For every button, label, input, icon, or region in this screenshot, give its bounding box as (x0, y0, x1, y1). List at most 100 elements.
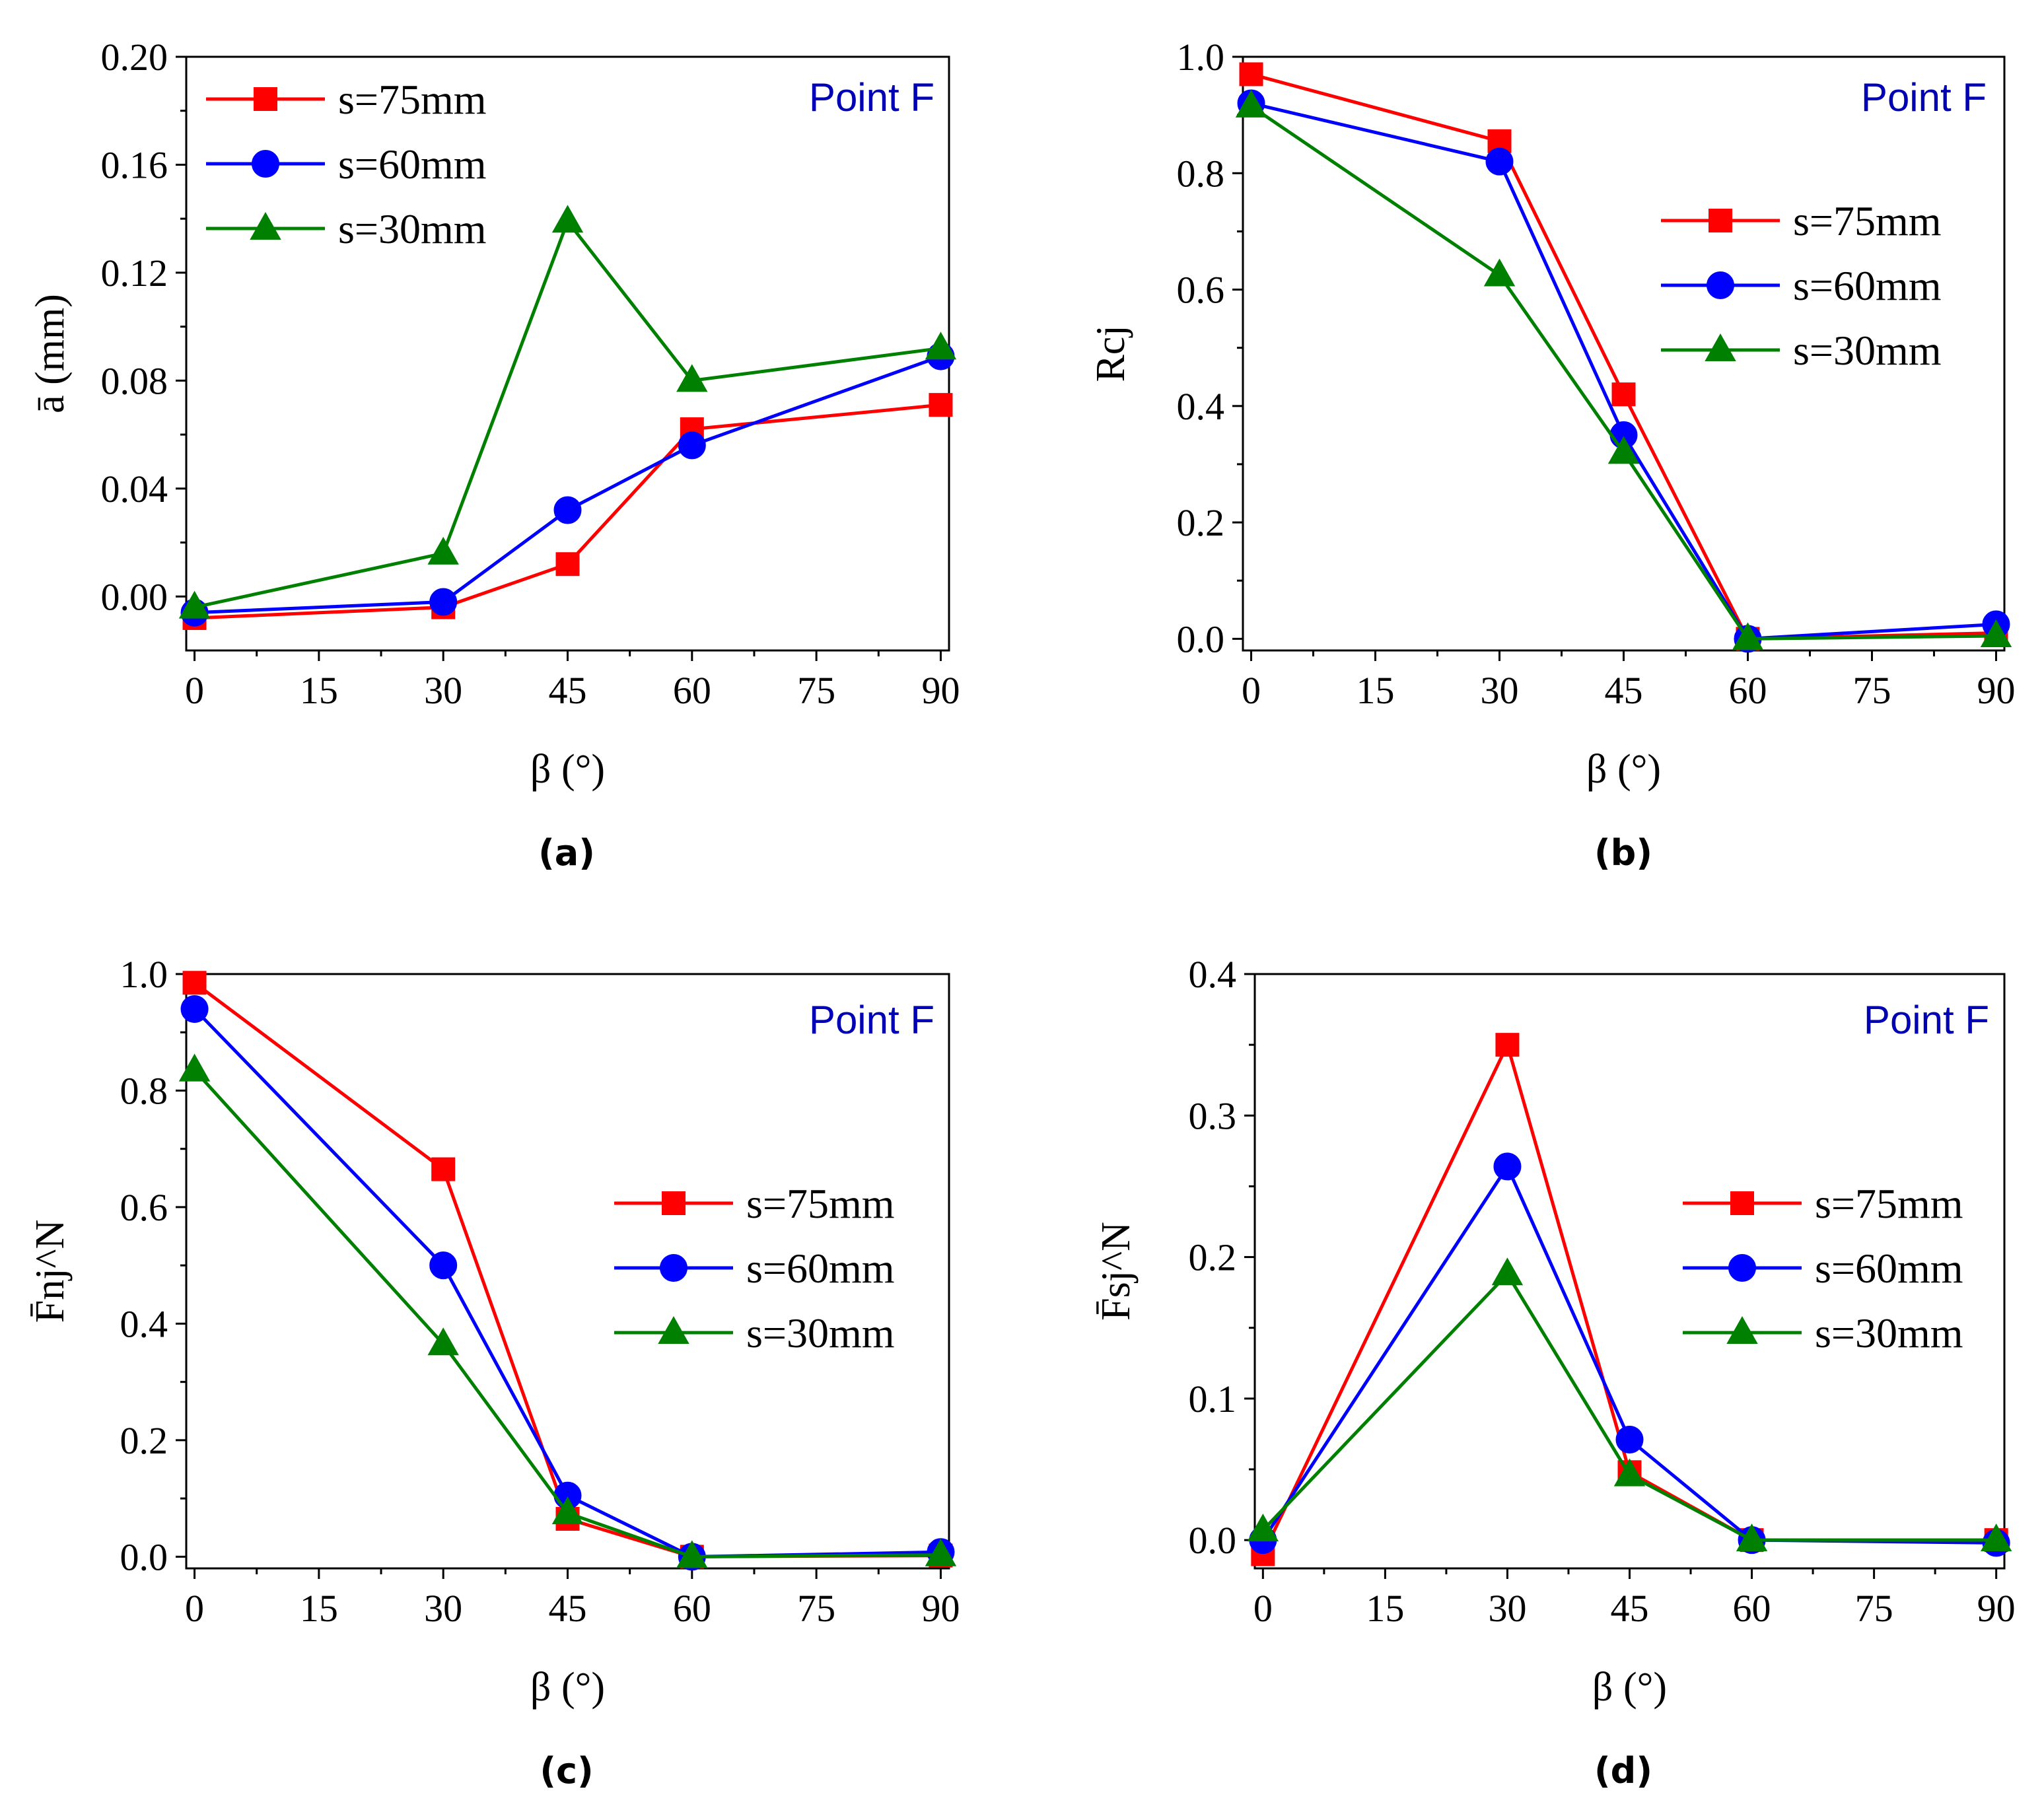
legend-marker (1728, 1254, 1756, 1282)
x-tick-label: 90 (921, 1587, 960, 1630)
y-axis-label: F̄sj^N (1094, 1222, 1139, 1321)
series-s30 (178, 1053, 957, 1568)
series-s30 (178, 205, 957, 619)
legend-label: s=30mm (338, 205, 487, 252)
y-tick-label: 0.04 (101, 468, 168, 510)
y-tick-label: 0.2 (1189, 1236, 1237, 1279)
legend-marker (1709, 209, 1732, 232)
panel-caption: (c) (540, 1750, 593, 1792)
data-point (1485, 147, 1514, 176)
data-point (1491, 1257, 1524, 1286)
legend: s=75mm s=60mm s=30mm (1683, 1180, 1963, 1356)
y-tick-label: 0.2 (120, 1419, 168, 1462)
legend-label: s=75mm (338, 76, 487, 123)
x-tick-label: 90 (1977, 669, 2015, 712)
x-axis-label: β (°) (1592, 1665, 1667, 1710)
data-point (1980, 619, 2012, 647)
x-tick-label: 75 (797, 1587, 835, 1630)
y-tick-label: 0.8 (120, 1069, 168, 1112)
legend: s=75mm s=60mm s=30mm (614, 1180, 895, 1356)
legend: s=75mm s=60mm s=30mm (206, 76, 487, 252)
data-point (1607, 436, 1640, 464)
y-tick-label: 1.0 (120, 953, 168, 996)
y-axis-label: F̄nj^N (28, 1220, 73, 1323)
x-tick-label: 90 (1977, 1587, 2016, 1630)
data-point (1239, 62, 1263, 87)
y-tick-label: 0.3 (1189, 1094, 1237, 1137)
x-tick-label: 0 (1242, 669, 1261, 712)
x-tick-label: 15 (1357, 669, 1395, 712)
legend-marker (250, 211, 281, 240)
x-tick-label: 15 (1366, 1587, 1404, 1630)
data-point (1495, 1033, 1520, 1057)
x-tick-label: 15 (300, 669, 338, 712)
x-axis-label: β (°) (1586, 747, 1661, 792)
data-point (427, 536, 459, 565)
data-point (1493, 1152, 1522, 1181)
data-point (1235, 89, 1267, 118)
panel-a: 0 15 30 45 60 75 90 0.00 0.04 0.08 0.12 0.16 0.20 β (… (28, 36, 960, 874)
x-tick-label: 30 (424, 1587, 462, 1630)
y-tick-label: 1.0 (1177, 36, 1225, 79)
data-point (1247, 1514, 1279, 1542)
data-point (178, 590, 211, 619)
data-point (555, 552, 580, 577)
data-point (427, 1327, 459, 1356)
panel-caption: (b) (1594, 832, 1652, 874)
legend-marker (1726, 1315, 1758, 1344)
legend-marker (254, 87, 277, 111)
x-tick-label: 60 (673, 669, 711, 712)
legend-label: s=60mm (746, 1245, 895, 1292)
y-tick-label: 0.4 (120, 1302, 168, 1345)
y-tick-label: 0.4 (1177, 385, 1225, 428)
data-point (925, 332, 957, 360)
y-tick-label: 0.0 (120, 1535, 168, 1578)
y-tick-label: 0.00 (101, 575, 168, 618)
data-point (676, 364, 708, 392)
data-point (1615, 1426, 1644, 1453)
point-annotation: Point F (1861, 75, 1987, 120)
legend-label: s=30mm (1815, 1310, 1963, 1356)
legend-marker (660, 1254, 687, 1282)
legend-marker (658, 1315, 689, 1344)
legend-marker (662, 1191, 686, 1215)
legend-label: s=30mm (746, 1310, 895, 1356)
series-s30 (1235, 89, 2012, 650)
data-point (180, 995, 209, 1023)
x-tick-label: 30 (1488, 1587, 1526, 1630)
legend-label: s=75mm (1815, 1180, 1963, 1227)
y-tick-label: 0.6 (1177, 269, 1225, 312)
legend-marker (1705, 333, 1736, 361)
x-tick-label: 0 (185, 1587, 204, 1630)
y-axis-label: ā (mm) (28, 294, 73, 413)
y-tick-label: 0.08 (101, 359, 168, 402)
x-tick-label: 60 (1733, 1587, 1771, 1630)
legend-label: s=75mm (1793, 197, 1942, 244)
x-tick-label: 45 (1611, 1587, 1649, 1630)
point-annotation: Point F (1864, 998, 1989, 1042)
legend-label: s=75mm (746, 1180, 895, 1227)
data-point (1611, 382, 1636, 407)
data-point (1736, 1523, 1768, 1552)
x-tick-label: 75 (797, 669, 835, 712)
y-tick-label: 0.12 (101, 252, 168, 295)
y-tick-label: 0.2 (1177, 501, 1225, 544)
point-annotation: Point F (809, 75, 934, 120)
y-axis-label: Rcj (1088, 325, 1133, 382)
y-tick-label: 0.0 (1177, 617, 1225, 660)
y-tick-label: 0.4 (1189, 953, 1237, 996)
x-tick-label: 75 (1852, 669, 1891, 712)
x-tick-label: 45 (1605, 669, 1643, 712)
x-tick-label: 45 (549, 1587, 587, 1630)
x-axis-label: β (°) (530, 747, 605, 792)
y-tick-label: 0.0 (1189, 1519, 1237, 1562)
data-point (678, 431, 706, 460)
y-tick-label: 0.6 (120, 1186, 168, 1229)
data-point (431, 1157, 456, 1181)
legend-label: s=60mm (1793, 262, 1942, 309)
data-point (553, 496, 582, 524)
data-point (429, 1251, 458, 1280)
panel-caption: (a) (538, 832, 595, 874)
x-tick-label: 0 (1253, 1587, 1273, 1630)
